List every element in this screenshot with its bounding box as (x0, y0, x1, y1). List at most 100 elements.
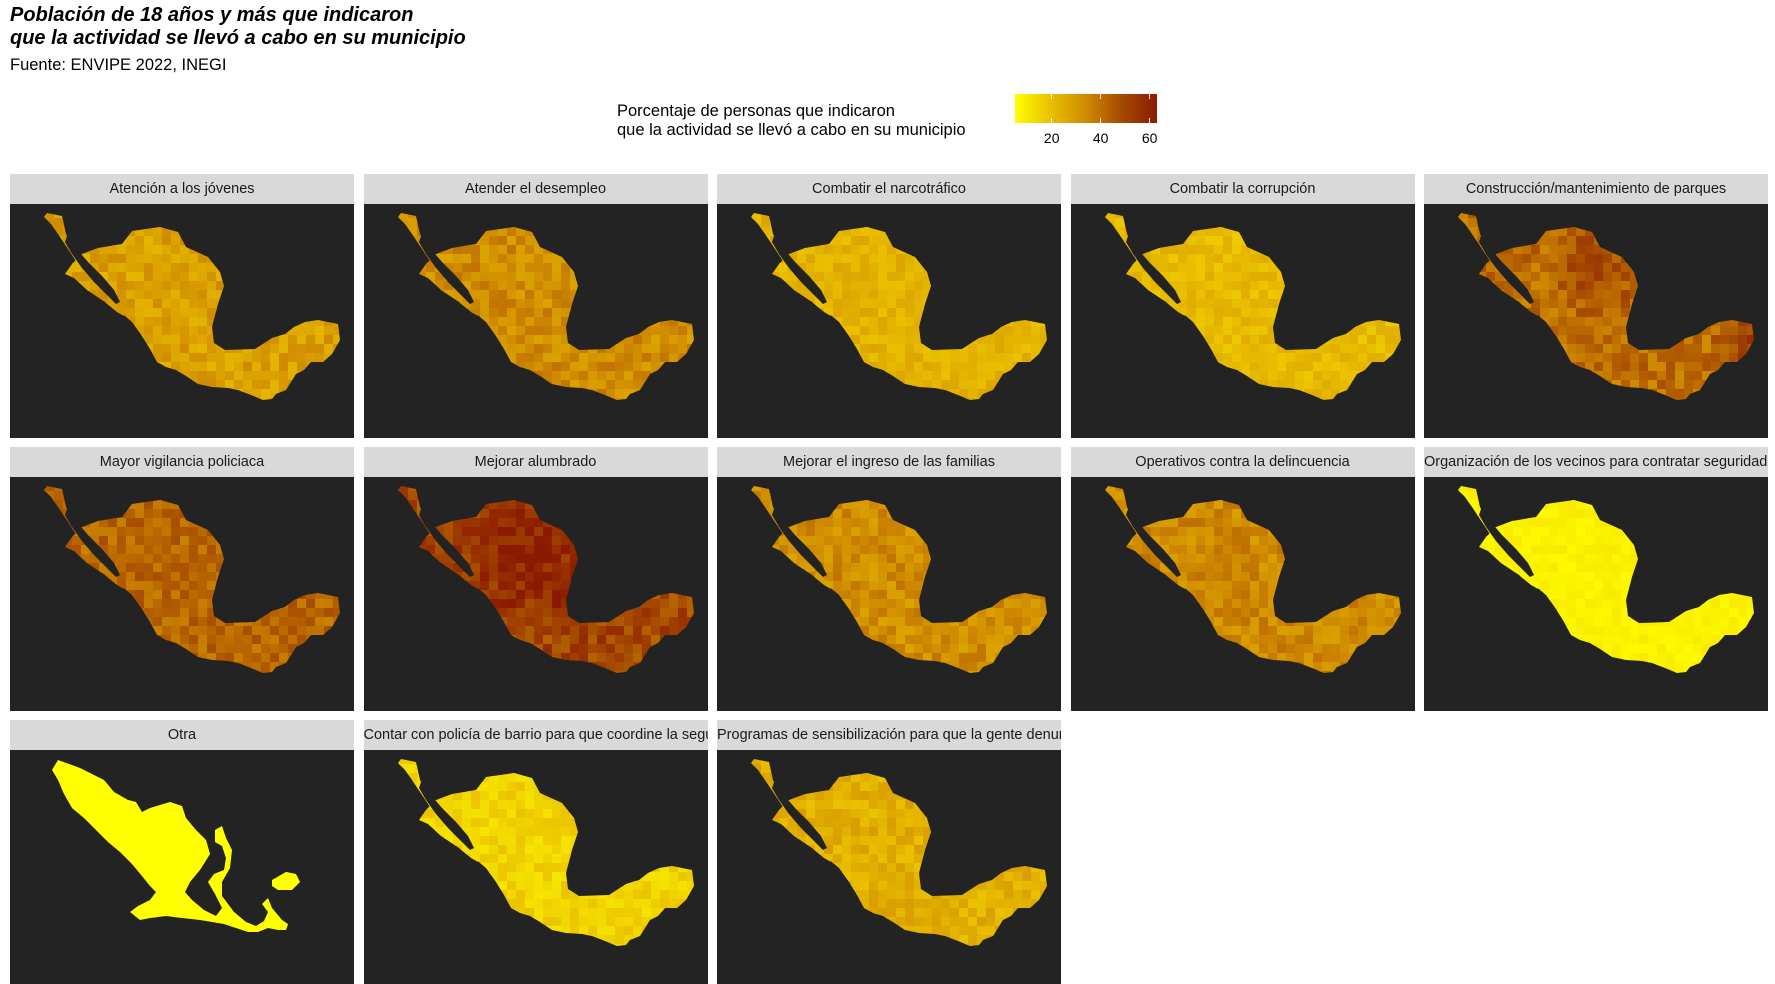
municipio-cell (525, 281, 535, 291)
municipio-cell (288, 254, 298, 264)
municipio-cell (1331, 299, 1341, 309)
municipio-cell (1232, 227, 1242, 237)
municipio-cell (234, 563, 244, 573)
municipio-cell (1304, 254, 1314, 264)
municipio-cell (288, 500, 298, 510)
municipio-cell (480, 545, 490, 555)
municipio-cell (45, 227, 55, 237)
municipio-cell (950, 245, 960, 255)
municipio-cell (1657, 299, 1667, 309)
municipio-cell (995, 371, 1005, 381)
municipio-cell (1468, 245, 1478, 255)
municipio-cell (108, 500, 118, 510)
municipio-cell (426, 335, 436, 345)
municipio-cell (516, 209, 526, 219)
municipio-cell (261, 635, 271, 645)
municipio-cell (126, 344, 136, 354)
municipio-cell (1376, 371, 1386, 381)
municipio-cell (471, 218, 481, 228)
municipio-cell (1747, 236, 1757, 246)
municipio-cell (1468, 281, 1478, 291)
municipio-cell (525, 527, 535, 537)
municipio-cell (1693, 326, 1703, 336)
municipio-cell (189, 581, 199, 591)
municipio-cell (252, 590, 262, 600)
municipio-cell (1702, 227, 1712, 237)
municipio-cell (977, 317, 987, 327)
municipio-cell (1720, 227, 1730, 237)
municipio-cell (444, 209, 454, 219)
municipio-cell (126, 626, 136, 636)
municipio-cell (225, 371, 235, 381)
municipio-cell (252, 371, 262, 381)
municipio-cell (615, 527, 625, 537)
municipio-cell (687, 380, 697, 390)
municipio-cell (1205, 218, 1215, 228)
municipio-cell (860, 254, 870, 264)
municipio-cell (216, 209, 226, 219)
municipio-cell (1504, 236, 1514, 246)
municipio-cell (90, 653, 100, 663)
municipio-cell (995, 245, 1005, 255)
municipio-cell (270, 545, 280, 555)
municipio-cell (180, 371, 190, 381)
municipio-cell (624, 527, 634, 537)
municipio-cell (914, 281, 924, 291)
municipio-cell (1367, 344, 1377, 354)
municipio-cell (72, 272, 82, 282)
municipio-cell (1738, 290, 1748, 300)
municipio-cell (444, 335, 454, 345)
municipio-cell (651, 371, 661, 381)
municipio-cell (1022, 263, 1032, 273)
municipio-cell (153, 635, 163, 645)
municipio-cell (1349, 272, 1359, 282)
municipio-cell (1160, 398, 1170, 408)
municipio-cell (1106, 281, 1116, 291)
municipio-cell (279, 536, 289, 546)
municipio-cell (72, 572, 82, 582)
municipio-cell (1124, 263, 1134, 273)
municipio-cell (833, 290, 843, 300)
municipio-cell (905, 209, 915, 219)
municipio-cell (117, 263, 127, 273)
municipio-cell (660, 371, 670, 381)
municipio-cell (390, 380, 400, 390)
municipio-cell (207, 218, 217, 228)
municipio-cell (669, 509, 679, 519)
municipio-cell (279, 245, 289, 255)
municipio-cell (543, 380, 553, 390)
municipio-cell (171, 227, 181, 237)
municipio-cell (1585, 227, 1595, 237)
municipio-cell (752, 227, 762, 237)
municipio-cell (932, 245, 942, 255)
municipio-cell (1196, 353, 1206, 363)
municipio-cell (426, 545, 436, 555)
municipio-cell (761, 380, 771, 390)
municipio-cell (1549, 362, 1559, 372)
municipio-cell (905, 389, 915, 399)
municipio-cell (743, 335, 753, 345)
municipio-cell (1450, 344, 1460, 354)
municipio-cell (932, 218, 942, 228)
municipio-cell (1259, 227, 1269, 237)
municipio-cell (896, 263, 906, 273)
municipio-cell (1331, 272, 1341, 282)
municipio-cell (408, 563, 418, 573)
municipio-cell (162, 218, 172, 228)
municipio-cell (444, 482, 454, 492)
municipio-cell (72, 371, 82, 381)
municipio-cell (1349, 380, 1359, 390)
municipio-cell (633, 500, 643, 510)
municipio-cell (180, 581, 190, 591)
municipio-cell (252, 617, 262, 627)
municipio-cell (1331, 353, 1341, 363)
municipio-cell (234, 590, 244, 600)
legend-tick-label-60: 60 (1142, 130, 1158, 146)
municipio-cell (63, 227, 73, 237)
municipio-cell (315, 563, 325, 573)
municipio-cell (1576, 236, 1586, 246)
municipio-cell (1394, 335, 1404, 345)
municipio-cell (81, 362, 91, 372)
municipio-cell (144, 617, 154, 627)
municipio-cell (905, 371, 915, 381)
